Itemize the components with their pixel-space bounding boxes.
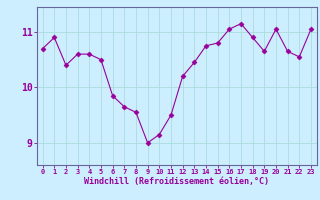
X-axis label: Windchill (Refroidissement éolien,°C): Windchill (Refroidissement éolien,°C) [84, 177, 269, 186]
